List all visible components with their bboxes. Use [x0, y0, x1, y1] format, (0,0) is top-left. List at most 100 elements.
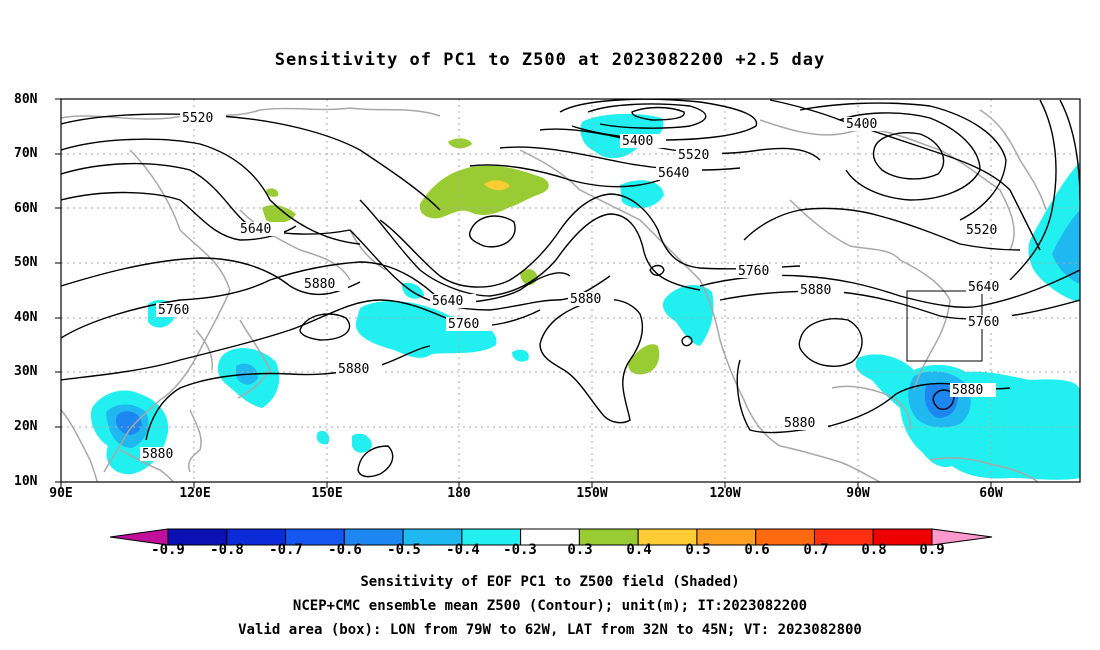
shade-deepblue-china-sea [115, 411, 142, 435]
contour-line [469, 164, 661, 188]
contour-label: 5640 [968, 280, 999, 295]
colorbar-tick-label: 0.4 [626, 542, 652, 558]
contour-label: 5880 [952, 383, 983, 398]
colorbar-tick-label: -0.6 [328, 542, 362, 558]
coast-borneo [119, 449, 175, 482]
colorbar-tick-label: 0.8 [861, 542, 887, 558]
contour-line [799, 102, 1007, 221]
lat-label-80n: 80N [14, 92, 38, 107]
contour-label: 5880 [142, 447, 173, 462]
contour-label: 5520 [678, 148, 709, 163]
colorbar-tick-label: -0.8 [210, 542, 244, 558]
contour-label: 5880 [570, 292, 601, 307]
lon-label-150w: 150W [576, 486, 608, 501]
shade-cyan-caribbean [855, 354, 1080, 480]
colorbar-tick-label: 0.3 [567, 542, 593, 558]
map-title: Sensitivity of PC1 to Z500 at 2023082200… [274, 50, 826, 70]
colorbar-tick-label: -0.9 [151, 542, 185, 558]
shade-green-bering [419, 165, 549, 219]
shade-blue-atlantic-north [1052, 210, 1080, 284]
contour-line [631, 106, 685, 121]
lat-label-60n: 60N [14, 201, 38, 216]
coast-central-america [779, 445, 881, 482]
colorbar-tick-label: 0.7 [803, 542, 829, 558]
colorbar-segment [872, 528, 933, 546]
colorbar [109, 528, 993, 546]
shade-yellow-bering [484, 180, 510, 191]
contour-line [61, 257, 361, 295]
contour-line [61, 162, 351, 235]
footer-line-2: NCEP+CMC ensemble mean Z500 (Contour); u… [292, 598, 808, 614]
contour-line [499, 146, 741, 171]
coast-arctic-siberia [61, 107, 441, 120]
lat-label-30n: 30N [14, 364, 38, 379]
contour-label: 5760 [448, 317, 479, 332]
lon-label-60w: 60W [979, 486, 1003, 501]
coast-alaska [519, 149, 701, 281]
contour-line [681, 335, 693, 347]
colorbar-tick-label: -0.3 [503, 542, 537, 558]
coast-korea [195, 329, 214, 371]
coast-hudson [789, 199, 901, 261]
contour-line [539, 298, 644, 424]
lat-label-10n: 10N [14, 474, 38, 489]
lat-label-50n: 50N [14, 255, 38, 270]
shade-green-mexico [628, 344, 660, 375]
contour-line [145, 345, 431, 441]
colorbar-tick-label: 0.5 [685, 542, 711, 558]
lon-label-90w: 90W [846, 486, 870, 501]
coast-gulf-mexico [831, 385, 912, 431]
lon-label-120w: 120W [709, 486, 741, 501]
lon-label-90e: 90E [49, 486, 73, 501]
shade-green-kamchatka [262, 205, 296, 223]
contour-line [468, 215, 516, 248]
coast-south-america [929, 457, 1039, 482]
contour-label-group: 5520 5400 5520 5640 5400 5520 5640 5760 … [140, 111, 1012, 462]
map-frame [60, 98, 1081, 483]
contour-label: 5880 [784, 416, 815, 431]
contour-label: 5400 [846, 117, 877, 132]
colorbar-tick-label: 0.9 [919, 542, 945, 558]
contour-label: 5760 [738, 264, 769, 279]
shade-cyan-dateline-south [512, 349, 529, 362]
contour-line [932, 389, 955, 410]
contour-line [61, 191, 297, 241]
contour-label: 5880 [338, 362, 369, 377]
map-ticks [55, 98, 992, 488]
contour-line [299, 313, 351, 341]
contour-line [349, 229, 611, 311]
contour-line [649, 264, 665, 276]
contour-line [769, 99, 1041, 251]
lat-label-20n: 20N [14, 419, 38, 434]
coast-japan [237, 319, 271, 399]
contour-label: 5760 [158, 303, 189, 318]
shade-cyan-california [662, 285, 714, 346]
coast-india [61, 409, 99, 482]
contour-line [359, 199, 701, 297]
contour-label: 5640 [658, 166, 689, 181]
contour-label: 5520 [182, 111, 213, 126]
shade-green-arctic [448, 138, 472, 149]
contour-line [587, 103, 707, 129]
contour-line [61, 138, 361, 245]
contour-label: 5640 [240, 222, 271, 237]
contour-line [743, 207, 1021, 251]
shade-cyan-west-pacific [352, 433, 372, 453]
shade-cyan-alaska [620, 180, 664, 209]
footer-line-3: Valid area (box): LON from 79W to 62W, L… [238, 622, 862, 638]
contour-label: 5520 [966, 223, 997, 238]
colorbar-tick-label: 0.6 [744, 542, 770, 558]
footer-line-1: Sensitivity of EOF PC1 to Z500 field (Sh… [360, 574, 740, 590]
coast-east-us [899, 259, 951, 391]
contour-line [1009, 99, 1057, 281]
contour-line [61, 113, 441, 211]
contour-line [61, 261, 571, 339]
coast-north-america-west [699, 279, 781, 447]
coast-east-asia [103, 149, 231, 473]
lon-label-180: 180 [447, 486, 471, 501]
coast-greenland [979, 109, 1047, 211]
contour-line [357, 445, 394, 478]
shade-green-siberia [266, 188, 279, 197]
shade-cyan-pacific-center [355, 301, 497, 358]
